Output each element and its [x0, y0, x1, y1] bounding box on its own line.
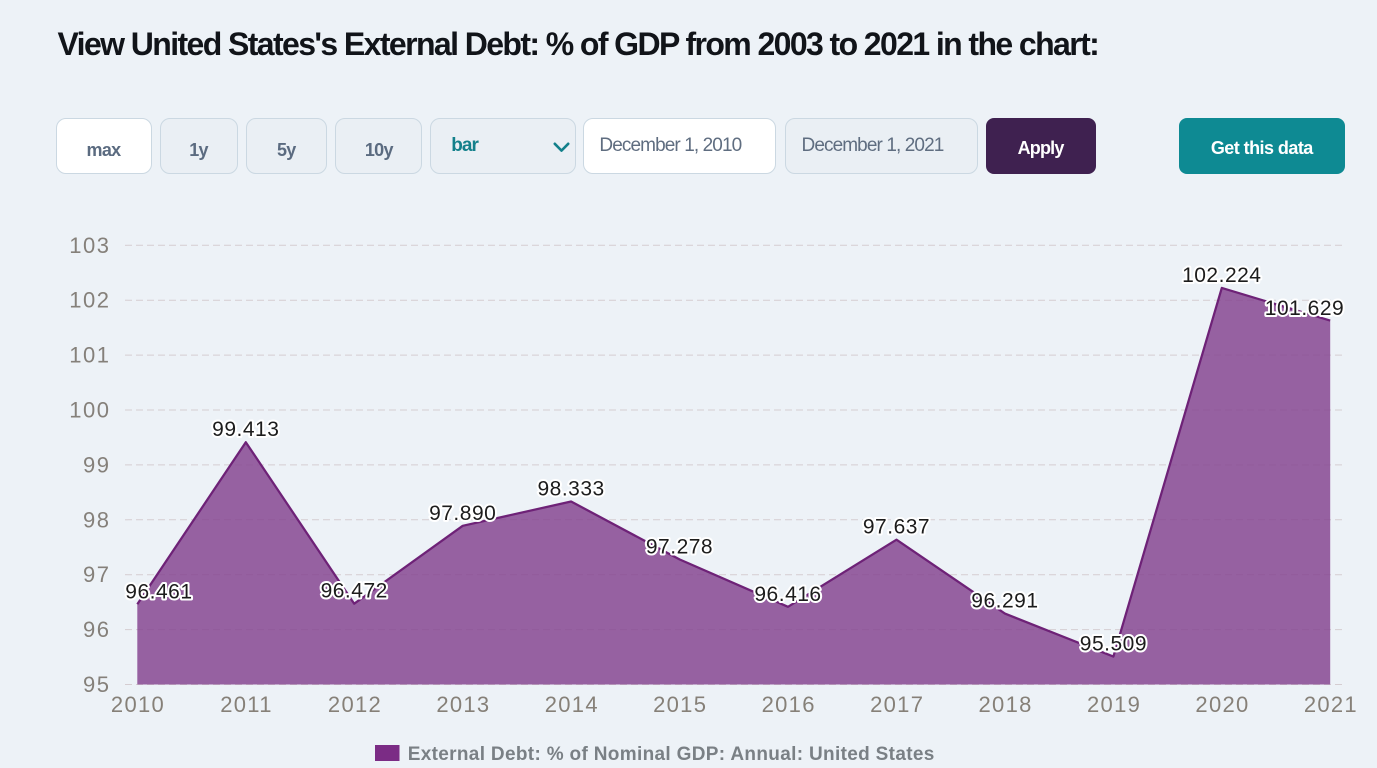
svg-text:2011: 2011	[220, 692, 273, 717]
svg-text:97.890: 97.890	[429, 502, 496, 525]
svg-text:96.461: 96.461	[125, 580, 192, 603]
svg-text:2012: 2012	[328, 692, 382, 717]
svg-text:101: 101	[69, 343, 110, 368]
svg-text:98.333: 98.333	[537, 478, 604, 501]
svg-text:103: 103	[69, 233, 110, 258]
svg-text:99.413: 99.413	[212, 418, 279, 441]
svg-text:2014: 2014	[545, 692, 599, 717]
svg-text:2015: 2015	[653, 692, 707, 717]
svg-text:99: 99	[83, 452, 110, 477]
svg-text:97.278: 97.278	[646, 535, 713, 558]
svg-text:96.416: 96.416	[754, 583, 821, 606]
svg-text:2017: 2017	[870, 692, 924, 717]
svg-text:96.291: 96.291	[971, 590, 1038, 613]
svg-text:95.509: 95.509	[1080, 633, 1147, 656]
svg-text:2018: 2018	[979, 692, 1033, 717]
svg-text:101.629: 101.629	[1265, 297, 1344, 320]
svg-text:96: 96	[83, 617, 110, 642]
svg-text:2010: 2010	[111, 692, 165, 717]
svg-text:2021: 2021	[1304, 692, 1358, 717]
svg-text:100: 100	[69, 398, 110, 423]
svg-text:98: 98	[83, 507, 110, 532]
svg-text:96.472: 96.472	[321, 580, 388, 603]
svg-text:95: 95	[83, 672, 110, 697]
svg-text:102.224: 102.224	[1182, 264, 1261, 287]
svg-text:External Debt: % of Nominal GD: External Debt: % of Nominal GDP: Annual:…	[408, 744, 935, 765]
svg-text:2016: 2016	[762, 692, 816, 717]
svg-text:2020: 2020	[1195, 692, 1249, 717]
svg-text:97: 97	[83, 562, 110, 587]
svg-text:2013: 2013	[436, 692, 490, 717]
svg-text:2019: 2019	[1087, 692, 1141, 717]
svg-text:97.637: 97.637	[863, 516, 930, 539]
svg-text:102: 102	[69, 288, 110, 313]
